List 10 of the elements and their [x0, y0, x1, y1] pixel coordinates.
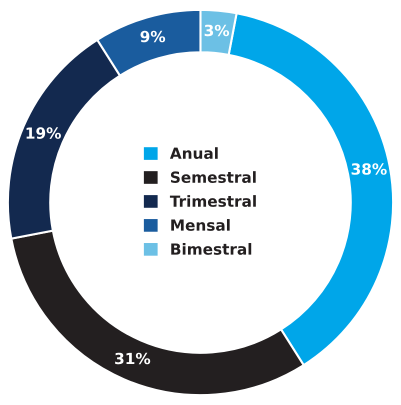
data-label: 38%: [352, 163, 387, 175]
data-label: 19%: [26, 127, 61, 139]
data-label: 3%: [204, 24, 230, 36]
data-label: 9%: [140, 30, 166, 42]
legend-label: Bimestral: [171, 243, 252, 255]
legend-label: Semestral: [170, 171, 256, 183]
data-label: 31%: [115, 352, 150, 364]
legend-label: Anual: [170, 147, 218, 160]
legend-label: Mensal: [171, 219, 230, 231]
legend-label: Trimestral: [170, 195, 256, 207]
